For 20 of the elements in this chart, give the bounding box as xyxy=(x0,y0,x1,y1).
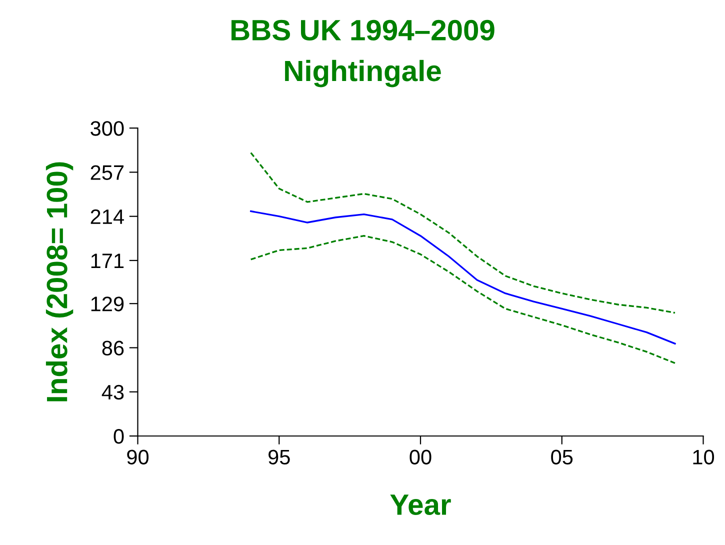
y-tick-label: 214 xyxy=(90,209,124,224)
y-tick-label: 257 xyxy=(90,165,124,180)
chart-subtitle: Nightingale xyxy=(285,60,441,88)
x-tick-label: 95 xyxy=(268,450,290,464)
x-tick-label: 10 xyxy=(693,450,714,464)
y-tick-label: 86 xyxy=(102,340,124,356)
y-tick-label: 43 xyxy=(102,384,124,400)
x-tick-label: 05 xyxy=(551,450,573,464)
line-series xyxy=(250,152,676,314)
y-tick-label: 171 xyxy=(91,254,124,268)
y-tick-label: 129 xyxy=(91,296,124,312)
chart-title: BBS UK 1994–2009 xyxy=(232,20,494,41)
line-series xyxy=(250,235,676,364)
y-tick-label: 300 xyxy=(90,121,124,136)
y-axis-title: Index (2008= 100) xyxy=(46,162,74,402)
y-tick-label: 0 xyxy=(114,429,124,444)
x-tick-label: 00 xyxy=(410,450,432,464)
x-axis-title: Year xyxy=(390,494,451,516)
line-series xyxy=(250,210,676,344)
x-tick-label: 90 xyxy=(127,450,149,464)
